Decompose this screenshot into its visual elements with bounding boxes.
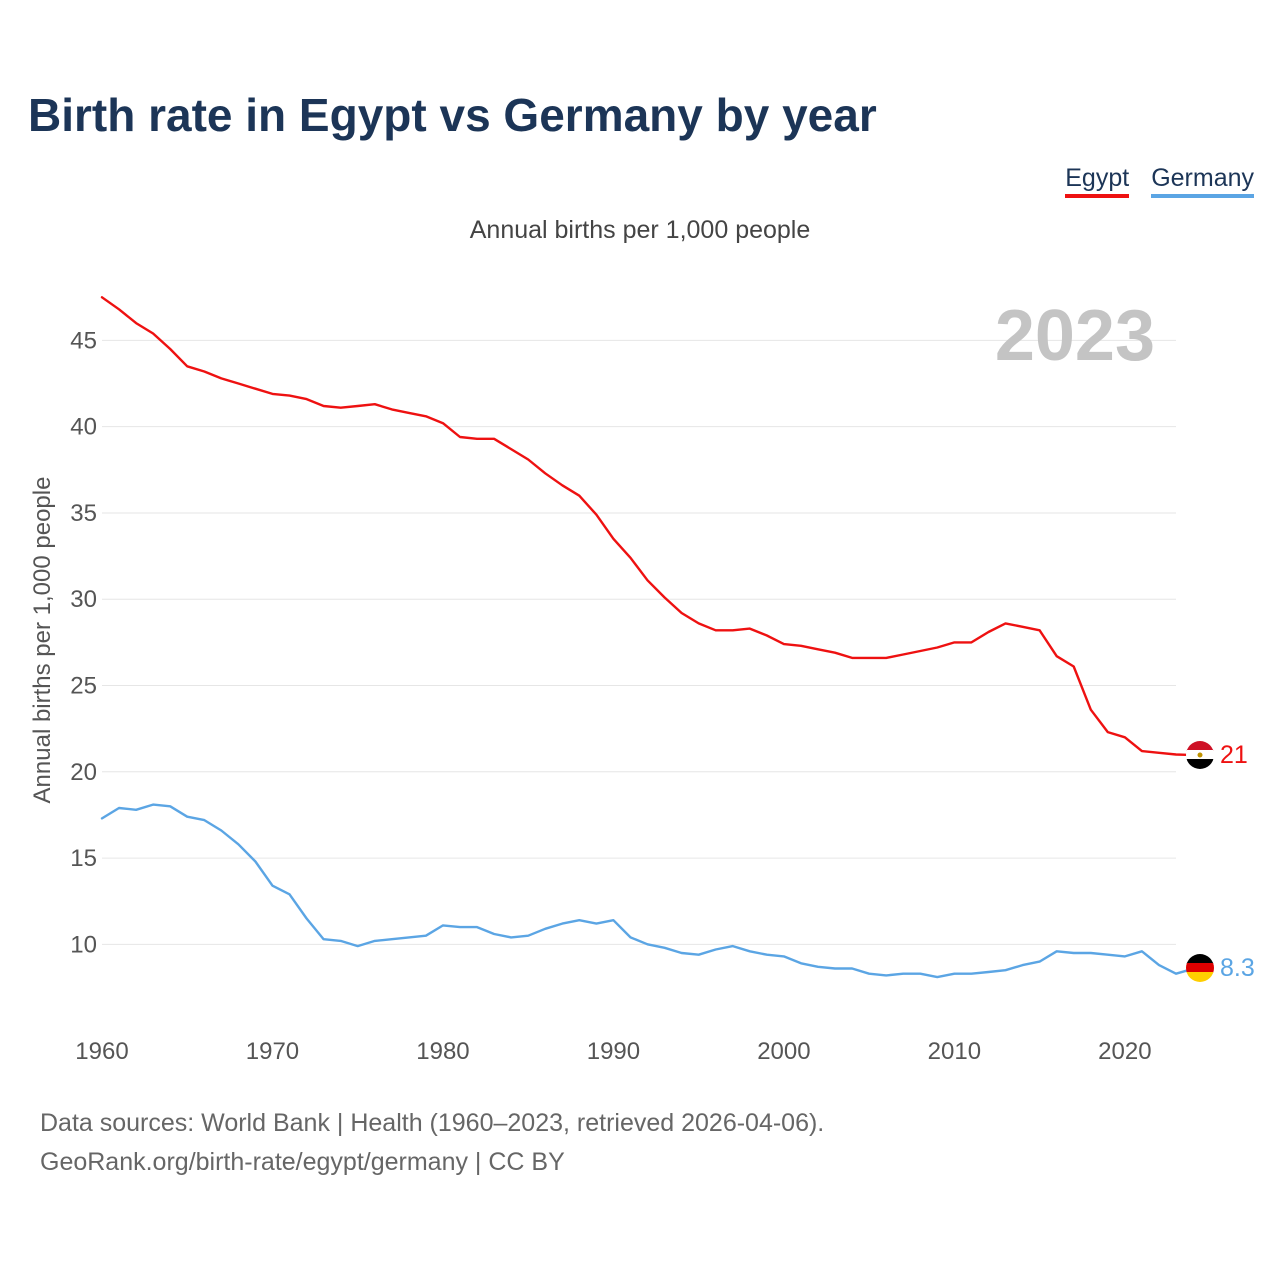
series-line-egypt[interactable] (100, 296, 1188, 756)
series-line-germany[interactable] (100, 803, 1188, 979)
series-lines (100, 296, 1188, 979)
y-tick-label: 20 (70, 759, 97, 786)
x-tick-label: 1970 (246, 1038, 299, 1065)
source-line-1: Data sources: World Bank | Health (1960–… (40, 1109, 825, 1137)
y-tick-label: 25 (70, 673, 97, 700)
x-axis-ticks: 1960 1970 1980 1990 2000 2010 2020 (75, 1038, 1151, 1065)
y-tick-label: 35 (70, 500, 97, 527)
legend-item-egypt[interactable]: Egypt (1065, 164, 1130, 198)
y-tick-label: 45 (70, 327, 97, 354)
y-axis-label: Annual births per 1,000 people (29, 477, 56, 804)
egypt-end-value: 21 (1220, 741, 1248, 769)
x-tick-label: 2010 (928, 1038, 981, 1065)
y-tick-label: 15 (70, 845, 97, 872)
germany-end-value: 8.3 (1220, 954, 1255, 982)
year-label: 2023 (995, 296, 1155, 376)
y-tick-label: 10 (70, 931, 97, 958)
x-tick-label: 1990 (587, 1038, 640, 1065)
y-tick-label: 30 (70, 586, 97, 613)
source-line-2[interactable]: GeoRank.org/birth-rate/egypt/germany | C… (40, 1148, 565, 1176)
legend: Egypt Germany (1065, 164, 1254, 198)
x-tick-label: 2020 (1098, 1038, 1151, 1065)
legend-item-germany[interactable]: Germany (1151, 164, 1254, 198)
line-chart: 2023 10 15 20 25 30 35 40 45 1960 1970 1980 1990 20… (29, 296, 1255, 1065)
x-tick-label: 1960 (75, 1038, 128, 1065)
germany-flag-icon (1186, 954, 1214, 982)
chart-title: Birth rate in Egypt vs Germany by year (28, 89, 877, 141)
y-tick-label: 40 (70, 414, 97, 441)
source-note: Data sources: World Bank | Health (1960–… (40, 1104, 824, 1182)
chart-subtitle: Annual births per 1,000 people (469, 216, 811, 244)
x-tick-label: 2000 (757, 1038, 810, 1065)
x-tick-label: 1980 (416, 1038, 469, 1065)
y-axis-ticks: 10 15 20 25 30 35 40 45 (70, 327, 97, 958)
egypt-flag-icon (1186, 741, 1214, 769)
gridlines (102, 339, 1176, 945)
